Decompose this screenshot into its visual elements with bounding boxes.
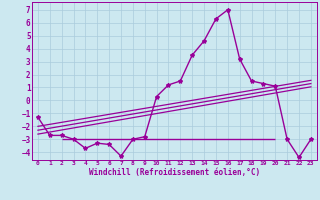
X-axis label: Windchill (Refroidissement éolien,°C): Windchill (Refroidissement éolien,°C) <box>89 168 260 177</box>
